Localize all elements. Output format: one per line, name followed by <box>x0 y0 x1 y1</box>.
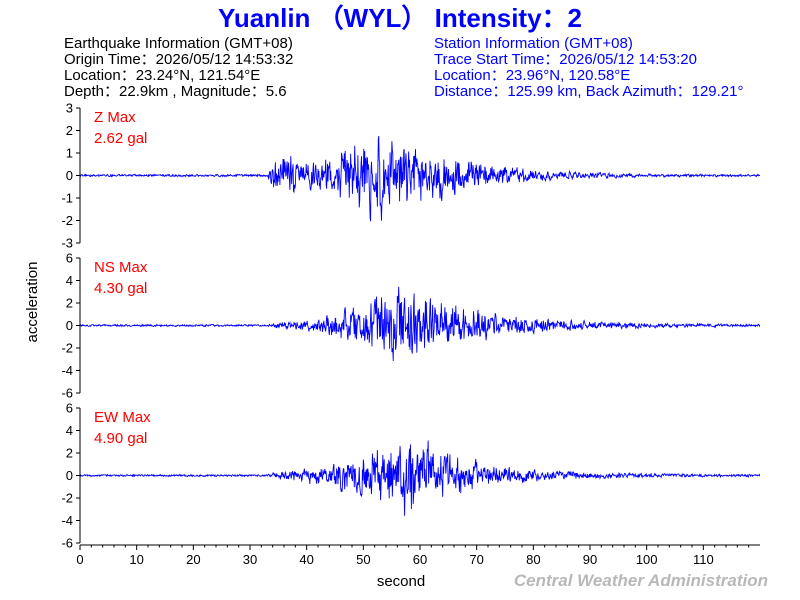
y-tick-label: -6 <box>61 386 73 401</box>
y-axis-label: acceleration <box>24 262 41 343</box>
y-tick-label: 0 <box>66 468 73 483</box>
y-tick-label: 2 <box>66 446 73 461</box>
max-label-z: Z Max <box>94 109 136 126</box>
chart-title: Yuanlin （WYL） Intensity：2 <box>218 3 582 33</box>
max-value-ew: 4.90 gal <box>94 430 147 447</box>
panel-ew: 6 4 2 0 -2 -4 -6 EW Max 4.90 gal <box>61 401 760 551</box>
y-tick-label: 1 <box>66 146 73 161</box>
trace-ns <box>80 286 760 362</box>
x-tick-label: 100 <box>636 552 658 567</box>
y-tick-label: 3 <box>66 101 73 116</box>
y-tick-label: 2 <box>66 123 73 138</box>
y-tick-label: -3 <box>61 236 73 251</box>
y-tick-label: 0 <box>66 318 73 333</box>
y-tick-label: 4 <box>66 423 73 438</box>
y-tick-label: 6 <box>66 251 73 266</box>
panel-ns: 6 4 2 0 -2 -4 -6 NS Max 4.30 gal <box>61 251 760 401</box>
trace-z <box>80 136 760 222</box>
panel-z: 3 2 1 0 -1 -2 -3 Z Max 2.62 gal <box>61 101 760 251</box>
earthquake-info-heading: Earthquake Information (GMT+08) <box>64 35 293 52</box>
y-tick-label: -2 <box>61 491 73 506</box>
x-tick-label: 10 <box>129 552 143 567</box>
x-tick-label: 80 <box>526 552 540 567</box>
max-value-ns: 4.30 gal <box>94 280 147 297</box>
earthquake-origin-time: Origin Time：2026/05/12 14:53:32 <box>64 51 293 68</box>
x-axis-label: second <box>377 573 425 590</box>
earthquake-depth-magnitude: Depth：22.9km , Magnitude：5.6 <box>64 83 287 100</box>
x-tick-label: 0 <box>76 552 83 567</box>
y-tick-label: -4 <box>61 513 73 528</box>
x-axis: 0 10 20 30 40 50 60 70 80 90 100 110 <box>76 544 760 567</box>
y-tick-label: -6 <box>61 536 73 551</box>
x-tick-label: 50 <box>356 552 370 567</box>
y-tick-label: 4 <box>66 273 73 288</box>
y-tick-label: 2 <box>66 296 73 311</box>
x-tick-label: 90 <box>583 552 597 567</box>
x-tick-label: 30 <box>243 552 257 567</box>
x-tick-label: 70 <box>469 552 483 567</box>
y-tick-label: 6 <box>66 401 73 416</box>
trace-ew <box>80 440 760 516</box>
station-location: Location：23.96°N, 120.58°E <box>434 67 630 84</box>
station-info-heading: Station Information (GMT+08) <box>434 35 633 52</box>
x-tick-label: 40 <box>299 552 313 567</box>
x-tick-label: 60 <box>413 552 427 567</box>
station-distance: Distance：125.99 km, Back Azimuth：129.21° <box>434 83 744 100</box>
station-trace-start: Trace Start Time：2026/05/12 14:53:20 <box>434 51 697 68</box>
max-label-ew: EW Max <box>94 409 151 426</box>
max-value-z: 2.62 gal <box>94 130 147 147</box>
y-tick-label: -4 <box>61 363 73 378</box>
x-tick-label: 110 <box>693 552 714 567</box>
y-tick-label: -2 <box>61 213 73 228</box>
y-tick-label: 0 <box>66 168 73 183</box>
earthquake-location: Location：23.24°N, 121.54°E <box>64 67 260 84</box>
credit-text: Central Weather Administration <box>514 571 768 590</box>
x-tick-label: 20 <box>186 552 200 567</box>
max-label-ns: NS Max <box>94 259 148 276</box>
y-tick-label: -2 <box>61 341 73 356</box>
y-tick-label: -1 <box>61 191 73 206</box>
